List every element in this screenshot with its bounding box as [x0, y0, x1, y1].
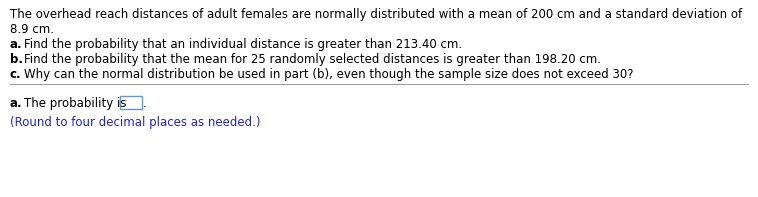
Text: The probability is: The probability is: [24, 97, 127, 110]
Text: (Round to four decimal places as needed.): (Round to four decimal places as needed.…: [10, 116, 261, 129]
Text: The overhead reach distances of adult females are normally distributed with a me: The overhead reach distances of adult fe…: [10, 8, 742, 21]
Bar: [120, 96, 142, 109]
Text: Why can the normal distribution be used in part (b), even though the sample size: Why can the normal distribution be used …: [24, 68, 634, 81]
Text: a.: a.: [10, 38, 23, 51]
Text: .: .: [143, 97, 147, 110]
Text: Find the probability that an individual distance is greater than 213.40 cm.: Find the probability that an individual …: [24, 38, 462, 51]
Text: 8.9 cm.: 8.9 cm.: [10, 23, 54, 36]
Text: c.: c.: [10, 68, 22, 81]
Text: b.: b.: [10, 53, 23, 66]
Text: Find the probability that the mean for 25 randomly selected distances is greater: Find the probability that the mean for 2…: [24, 53, 601, 66]
Text: a.: a.: [10, 97, 23, 110]
